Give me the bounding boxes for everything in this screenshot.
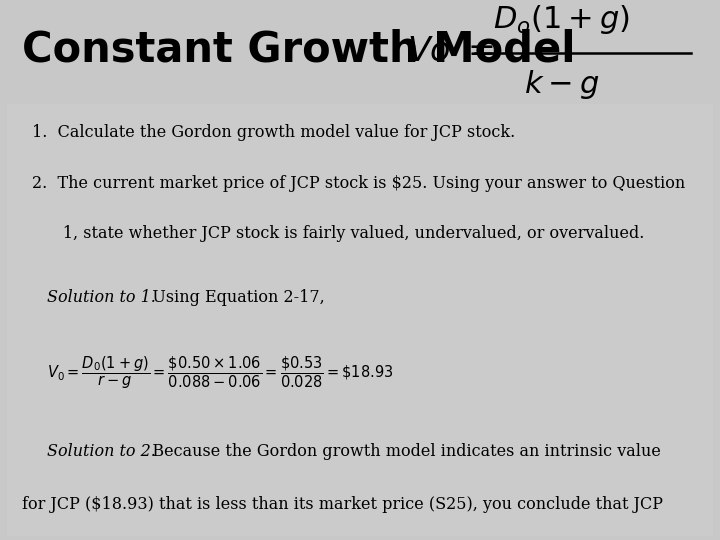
Text: 1, state whether JCP stock is fairly valued, undervalued, or overvalued.: 1, state whether JCP stock is fairly val… bbox=[32, 225, 645, 242]
Text: $D_o(1+g)$: $D_o(1+g)$ bbox=[493, 3, 630, 37]
Text: $\mathit{k}-\mathit{g}$: $\mathit{k}-\mathit{g}$ bbox=[524, 69, 599, 102]
Text: for JCP ($18.93) that is less than its market price (S25), you conclude that JCP: for JCP ($18.93) that is less than its m… bbox=[22, 496, 662, 513]
Text: Solution to 1.: Solution to 1. bbox=[47, 288, 156, 306]
Text: 1.  Calculate the Gordon growth model value for JCP stock.: 1. Calculate the Gordon growth model val… bbox=[32, 124, 516, 141]
Text: Using Equation 2-17,: Using Equation 2-17, bbox=[137, 288, 325, 306]
Text: $\mathit{Vo}\ =$: $\mathit{Vo}\ =$ bbox=[407, 36, 494, 69]
Text: 2.  The current market price of JCP stock is $25. Using your answer to Question: 2. The current market price of JCP stock… bbox=[32, 175, 685, 192]
Text: Solution to 2.: Solution to 2. bbox=[47, 443, 156, 460]
Text: $V_0 = \dfrac{D_0(1+g)}{r-g} = \dfrac{\$0.50 \times 1.06}{0.088-0.06} = \dfrac{\: $V_0 = \dfrac{D_0(1+g)}{r-g} = \dfrac{\$… bbox=[47, 354, 393, 391]
Text: Because the Gordon growth model indicates an intrinsic value: Because the Gordon growth model indicate… bbox=[137, 443, 661, 460]
Text: Constant Growth Model: Constant Growth Model bbox=[22, 29, 575, 71]
FancyBboxPatch shape bbox=[7, 104, 713, 536]
